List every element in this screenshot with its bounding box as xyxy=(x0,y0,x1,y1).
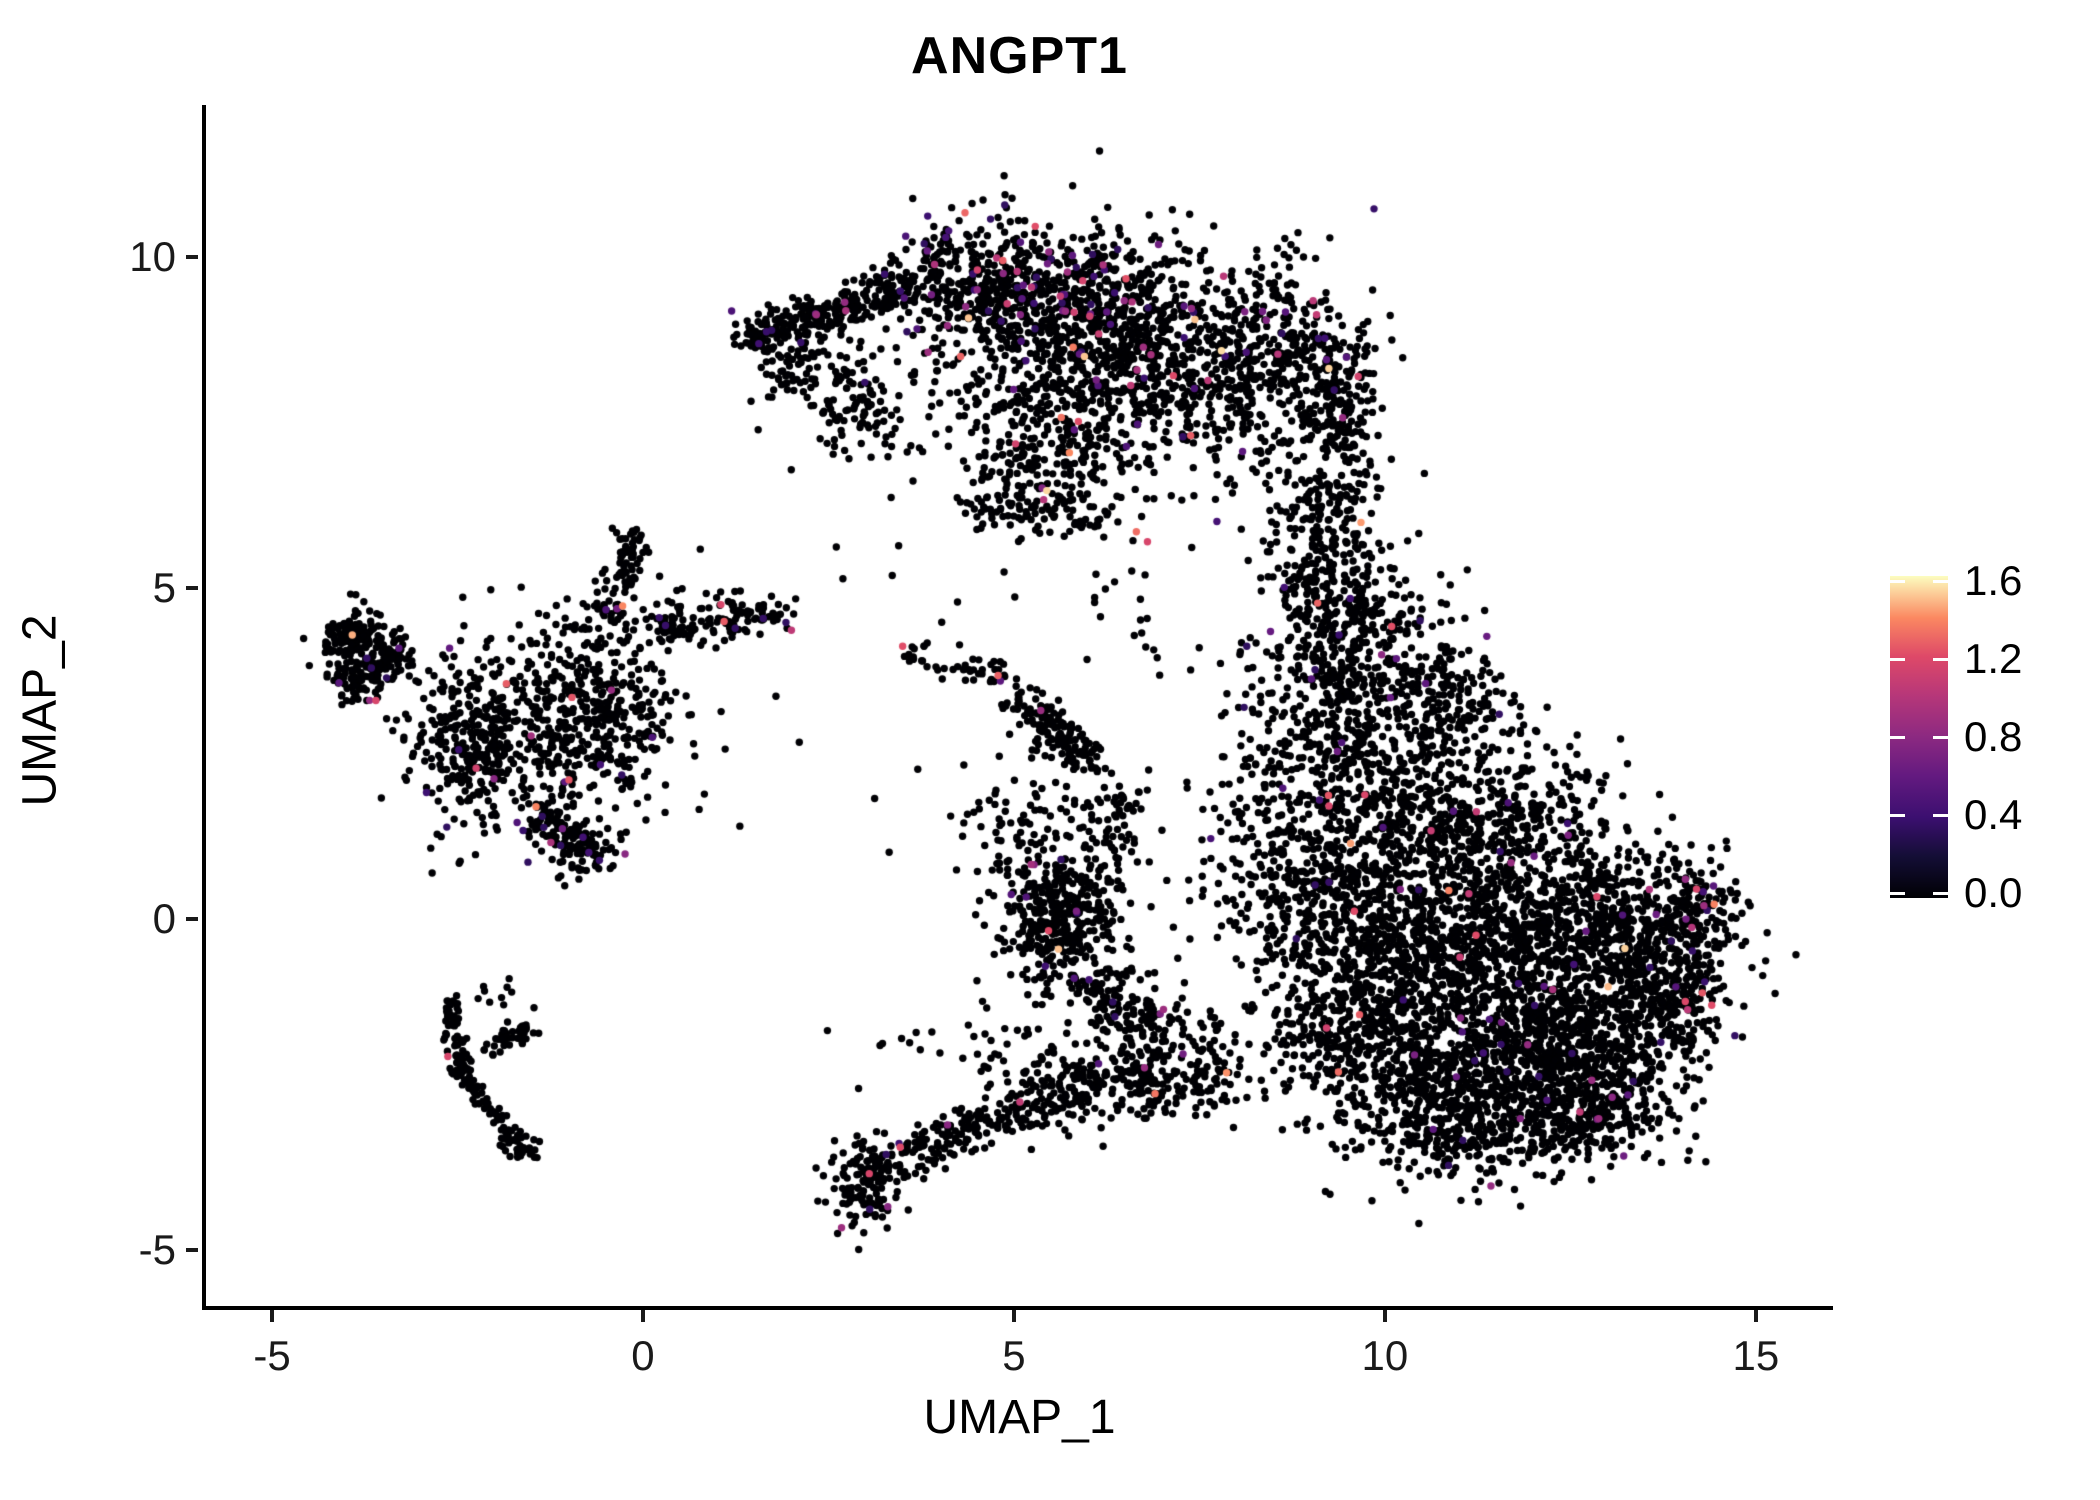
x-tick-mark xyxy=(1753,1310,1758,1322)
colorbar-tick-mark xyxy=(1890,580,1905,583)
x-tick-mark xyxy=(1382,1310,1387,1322)
x-tick-mark xyxy=(640,1310,645,1322)
colorbar-tick-mark xyxy=(1933,814,1948,817)
y-axis-line xyxy=(202,105,206,1310)
colorbar-tick-mark xyxy=(1890,658,1905,661)
y-tick-label: 0 xyxy=(152,894,176,942)
x-axis-title: UMAP_1 xyxy=(923,1391,1116,1444)
colorbar-tick-label: 0.0 xyxy=(1964,869,2023,916)
y-tick-label: 5 xyxy=(152,564,176,612)
colorbar-tick-mark xyxy=(1933,736,1948,739)
y-tick-label: -5 xyxy=(138,1225,176,1273)
x-tick-label: 15 xyxy=(1732,1332,1780,1379)
y-tick-mark xyxy=(186,916,198,921)
colorbar-tick-mark xyxy=(1890,736,1905,739)
y-tick-mark xyxy=(186,586,198,591)
y-tick-mark xyxy=(186,255,198,260)
colorbar-tick-mark xyxy=(1890,892,1905,895)
colorbar-tick-label: 0.4 xyxy=(1964,791,2023,838)
x-tick-mark xyxy=(270,1310,275,1322)
x-tick-label: 5 xyxy=(1002,1332,1026,1379)
colorbar-tick-label: 0.8 xyxy=(1964,713,2023,760)
colorbar-tick-label: 1.6 xyxy=(1964,557,2023,604)
colorbar-tick-mark xyxy=(1890,814,1905,817)
y-axis-title: UMAP_2 xyxy=(13,614,67,807)
x-tick-label: 0 xyxy=(631,1332,655,1379)
colorbar-tick-label: 1.2 xyxy=(1964,635,2023,682)
y-tick-label: 10 xyxy=(129,233,176,281)
x-tick-label: 10 xyxy=(1361,1332,1409,1379)
plot-title: ANGPT1 xyxy=(911,27,1128,85)
x-axis-line xyxy=(202,1306,1833,1310)
colorbar-tick-mark xyxy=(1933,580,1948,583)
x-tick-label: -5 xyxy=(253,1332,291,1379)
y-tick-mark xyxy=(186,1247,198,1252)
x-tick-mark xyxy=(1011,1310,1016,1322)
colorbar-tick-mark xyxy=(1933,892,1948,895)
colorbar-tick-mark xyxy=(1933,658,1948,661)
